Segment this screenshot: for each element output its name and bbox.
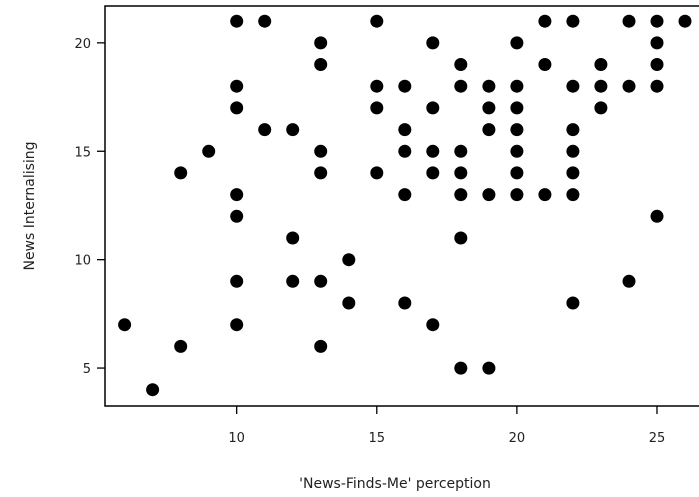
- data-point: [258, 14, 272, 28]
- data-point: [454, 79, 468, 93]
- data-point: [398, 123, 412, 137]
- x-axis: 10 15 20 25: [228, 406, 665, 446]
- data-point: [174, 339, 188, 353]
- data-point: [286, 231, 300, 245]
- x-tick-label: 25: [649, 431, 666, 446]
- x-tick-label: 10: [228, 431, 245, 446]
- data-point: [650, 36, 664, 50]
- data-point: [398, 79, 412, 93]
- data-point: [650, 58, 664, 71]
- data-point: [482, 361, 496, 375]
- data-point: [510, 166, 524, 180]
- data-point: [454, 361, 468, 375]
- data-point: [454, 166, 468, 180]
- y-tick-label: 10: [74, 254, 91, 269]
- data-point: [454, 144, 468, 158]
- data-point: [426, 166, 440, 180]
- data-point: [650, 209, 664, 223]
- data-point: [230, 101, 244, 115]
- data-point: [566, 188, 580, 202]
- data-point: [342, 296, 356, 310]
- data-point: [650, 14, 664, 28]
- data-point: [482, 123, 496, 137]
- data-point: [454, 58, 468, 71]
- y-tick-label: 15: [74, 145, 91, 160]
- data-point: [566, 14, 580, 28]
- data-point: [566, 144, 580, 158]
- data-point: [258, 123, 272, 137]
- data-point: [510, 188, 524, 202]
- data-point: [594, 101, 608, 115]
- data-point: [174, 166, 188, 180]
- points-layer: [118, 14, 692, 397]
- data-point: [622, 79, 636, 93]
- data-point: [398, 296, 412, 310]
- data-point: [370, 101, 384, 115]
- data-point: [230, 79, 244, 93]
- data-point: [594, 58, 608, 71]
- data-point: [482, 188, 496, 202]
- data-point: [622, 14, 636, 28]
- data-point: [426, 318, 440, 332]
- x-tick-label: 20: [509, 431, 526, 446]
- data-point: [146, 383, 160, 397]
- data-point: [426, 101, 440, 115]
- data-point: [118, 318, 132, 332]
- data-point: [314, 58, 328, 71]
- data-point: [230, 318, 244, 332]
- data-point: [426, 144, 440, 158]
- data-point: [510, 123, 524, 137]
- x-axis-title: 'News-Finds-Me' perception: [299, 476, 491, 492]
- data-point: [314, 144, 328, 158]
- data-point: [566, 166, 580, 180]
- data-point: [286, 123, 300, 137]
- data-point: [230, 188, 244, 202]
- data-point: [314, 274, 328, 288]
- data-point: [230, 274, 244, 288]
- data-point: [398, 188, 412, 202]
- y-axis: 5 10 15 20: [74, 37, 105, 377]
- data-point: [482, 79, 496, 93]
- data-point: [454, 231, 468, 245]
- data-point: [538, 58, 552, 71]
- data-point: [426, 36, 440, 50]
- data-point: [370, 14, 384, 28]
- data-point: [230, 209, 244, 223]
- y-tick-label: 20: [74, 37, 91, 52]
- data-point: [370, 166, 384, 180]
- data-point: [566, 296, 580, 310]
- data-point: [510, 144, 524, 158]
- data-point: [510, 101, 524, 115]
- data-point: [454, 188, 468, 202]
- data-point: [566, 123, 580, 137]
- data-point: [622, 274, 636, 288]
- data-point: [202, 144, 216, 158]
- y-tick-label: 5: [83, 362, 91, 377]
- data-point: [314, 36, 328, 50]
- data-point: [314, 166, 328, 180]
- data-point: [482, 101, 496, 115]
- plot-frame: [104, 5, 699, 407]
- data-point: [538, 188, 552, 202]
- data-point: [510, 79, 524, 93]
- data-point: [650, 79, 664, 93]
- data-point: [314, 339, 328, 353]
- data-point: [370, 79, 384, 93]
- data-point: [230, 14, 244, 28]
- data-point: [342, 253, 356, 267]
- data-point: [398, 144, 412, 158]
- data-point: [678, 14, 692, 28]
- y-axis-title: News Internalising: [22, 141, 38, 270]
- data-point: [594, 79, 608, 93]
- data-point: [286, 274, 300, 288]
- data-point: [538, 14, 552, 28]
- x-tick-label: 15: [369, 431, 386, 446]
- data-point: [566, 79, 580, 93]
- data-point: [510, 36, 524, 50]
